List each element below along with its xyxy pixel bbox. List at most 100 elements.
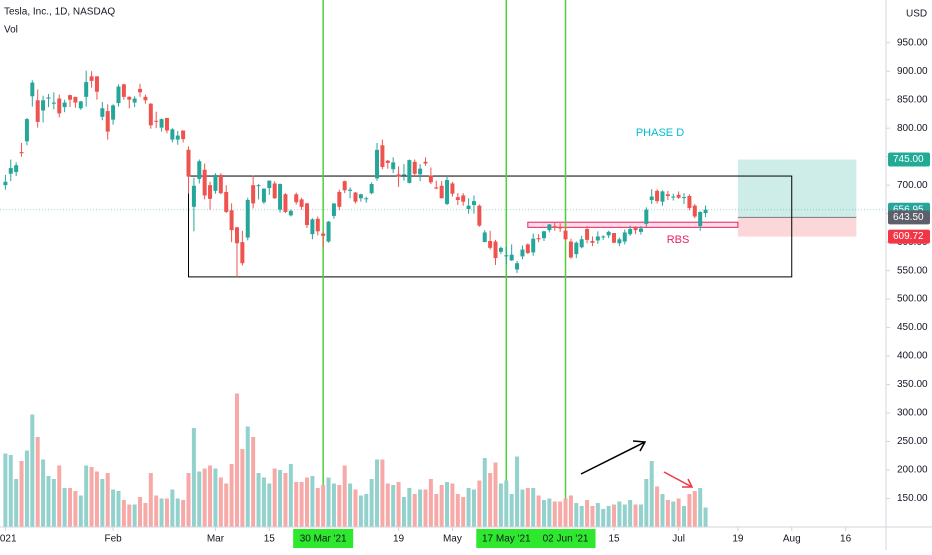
candle-body bbox=[305, 203, 310, 226]
candle-body bbox=[299, 199, 304, 207]
volume-bar bbox=[482, 458, 487, 527]
volume-bar bbox=[547, 498, 552, 527]
volume-bar bbox=[224, 483, 229, 527]
target-zone bbox=[737, 159, 857, 218]
y-tick-label: 300.00 bbox=[897, 408, 928, 419]
volume-bar bbox=[563, 498, 568, 527]
volume-bar bbox=[595, 503, 600, 527]
candle-body bbox=[504, 255, 509, 257]
volume-bar bbox=[229, 464, 234, 527]
volume-label: Vol bbox=[4, 25, 18, 36]
candle-body bbox=[450, 183, 455, 194]
arrow-head bbox=[632, 440, 647, 452]
volume-bar bbox=[175, 498, 180, 527]
volume-bar bbox=[154, 495, 159, 527]
volume-bar bbox=[461, 497, 466, 527]
volume-bar bbox=[213, 468, 218, 527]
candle-body bbox=[660, 191, 665, 202]
candle-body bbox=[445, 180, 450, 204]
volume-bar bbox=[326, 477, 331, 527]
candle-body bbox=[520, 249, 525, 257]
volume-bar bbox=[692, 491, 697, 527]
candle-body bbox=[407, 160, 412, 183]
price-tag: 643.50 bbox=[893, 212, 924, 223]
candle-body bbox=[358, 194, 363, 199]
volume-bar bbox=[509, 494, 514, 527]
volume-bar bbox=[380, 459, 385, 527]
volume-bar bbox=[401, 497, 406, 527]
candle-body bbox=[547, 224, 552, 231]
volume-bar bbox=[450, 483, 455, 527]
candle-body bbox=[73, 96, 78, 103]
candle-body bbox=[245, 199, 250, 238]
candle-body bbox=[326, 221, 331, 242]
volume-bar bbox=[19, 461, 24, 527]
volume-bar bbox=[342, 465, 347, 527]
date-label-bg bbox=[293, 529, 354, 548]
y-tick-label: 150.00 bbox=[897, 493, 928, 504]
y-tick-label: 800.00 bbox=[897, 123, 928, 134]
candle-body bbox=[466, 205, 471, 210]
volume-bar bbox=[41, 459, 46, 527]
candle-body bbox=[202, 169, 207, 196]
volume-bar bbox=[143, 503, 148, 527]
volume-bar bbox=[445, 482, 450, 527]
candle-body bbox=[698, 211, 703, 227]
candle-body bbox=[633, 227, 638, 231]
candle-body bbox=[418, 168, 423, 175]
y-tick-label: 450.00 bbox=[897, 322, 928, 333]
x-tick-label: Feb bbox=[104, 534, 122, 545]
candle-body bbox=[353, 192, 358, 202]
candle-body bbox=[622, 232, 627, 242]
candle-body bbox=[536, 238, 541, 240]
x-tick-label: 15 bbox=[264, 534, 276, 545]
volume-bar bbox=[396, 482, 401, 527]
candle-body bbox=[127, 96, 132, 100]
candle-body bbox=[385, 160, 390, 163]
volume-bar bbox=[358, 495, 363, 527]
candle-body bbox=[159, 119, 164, 128]
rbs-zone bbox=[527, 221, 739, 228]
volume-bar bbox=[288, 464, 293, 527]
volume-bar bbox=[283, 473, 288, 527]
volume-bar bbox=[14, 479, 19, 527]
volume-bar bbox=[138, 497, 143, 527]
y-tick-label: 200.00 bbox=[897, 465, 928, 476]
candle-body bbox=[558, 226, 563, 229]
volume-bar bbox=[170, 489, 175, 527]
candle-body bbox=[321, 233, 326, 236]
volume-bar bbox=[78, 495, 83, 527]
candle-body bbox=[78, 101, 83, 109]
x-tick-label: May bbox=[443, 534, 462, 545]
candle-body bbox=[148, 103, 153, 126]
candle-body bbox=[191, 185, 196, 207]
candle-body bbox=[477, 205, 482, 226]
volume-bar bbox=[218, 477, 223, 527]
candle-body bbox=[84, 82, 89, 97]
volume-bar bbox=[579, 506, 584, 527]
candle-body bbox=[272, 183, 277, 199]
candle-body bbox=[24, 119, 29, 142]
date-label-bg bbox=[476, 529, 537, 548]
volume-bar bbox=[428, 479, 433, 527]
volume-bar bbox=[337, 485, 342, 527]
candle-body bbox=[8, 168, 13, 174]
candle-body bbox=[154, 120, 159, 122]
volume-bar bbox=[24, 450, 29, 527]
volume-bar bbox=[617, 501, 622, 527]
x-tick-label: 19 bbox=[393, 534, 405, 545]
volume-bar bbox=[423, 489, 428, 527]
price-tag: 656.95 bbox=[893, 204, 924, 215]
volume-bar bbox=[181, 500, 186, 527]
candle-body bbox=[3, 181, 8, 186]
y-tick-label: 550.00 bbox=[897, 265, 928, 276]
volume-bar bbox=[471, 489, 476, 527]
volume-bar bbox=[353, 489, 358, 527]
candle-body bbox=[590, 240, 595, 243]
x-tick-label: 19 bbox=[732, 534, 744, 545]
volume-bar bbox=[455, 494, 460, 527]
candle-body bbox=[488, 240, 493, 248]
candle-body bbox=[692, 205, 697, 217]
